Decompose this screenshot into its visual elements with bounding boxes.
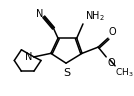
Text: N: N [36,9,44,19]
Text: N: N [25,52,32,62]
Text: S: S [63,68,70,78]
Text: O: O [109,27,116,37]
Text: CH$_3$: CH$_3$ [115,67,134,79]
Text: NH$_2$: NH$_2$ [85,9,105,23]
Text: O: O [107,58,115,68]
